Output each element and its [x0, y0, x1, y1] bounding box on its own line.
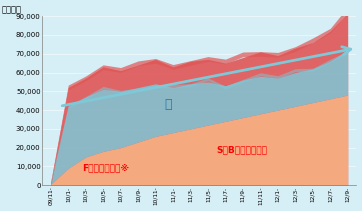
Text: Fシーズニング※: Fシーズニング※ [82, 163, 129, 172]
Text: （千円）: （千円） [1, 5, 21, 15]
Text: S＆Bシーズニング: S＆Bシーズニング [217, 145, 268, 154]
Text: 他: 他 [164, 98, 172, 111]
